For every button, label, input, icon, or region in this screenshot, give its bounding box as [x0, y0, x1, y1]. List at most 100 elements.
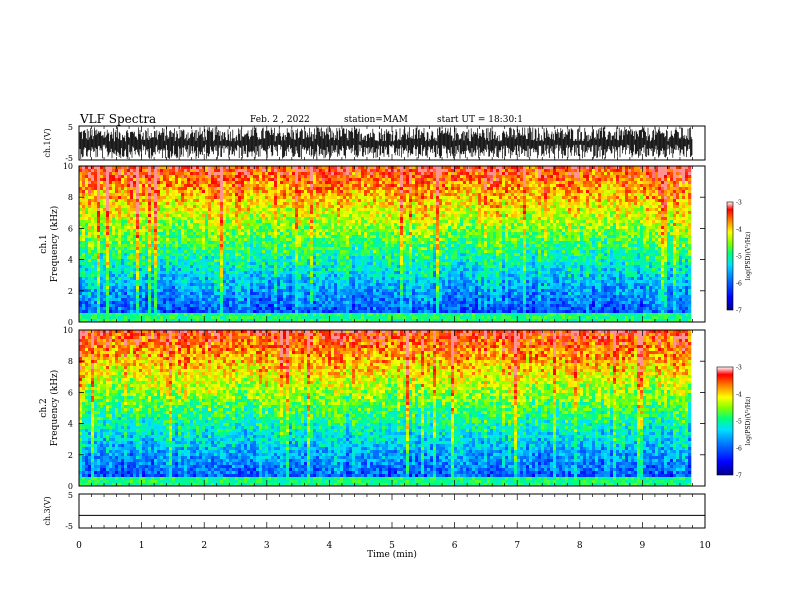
spectrogram-cell: [169, 256, 172, 259]
spectrogram-cell: [337, 307, 340, 310]
spectrogram-cell: [334, 313, 337, 316]
spectrogram-cell: [262, 244, 265, 247]
spectrogram-cell: [133, 289, 136, 292]
spectrogram-cell: [313, 265, 316, 268]
spectrogram-cell: [310, 304, 313, 307]
spectrogram-cell: [259, 235, 262, 238]
spectrogram-cell: [190, 280, 193, 283]
spectrogram-cell: [217, 193, 220, 196]
spectrogram-cell: [130, 253, 133, 256]
spectrogram-cell: [256, 226, 259, 229]
spectrogram-cell: [325, 304, 328, 307]
spectrogram-cell: [274, 271, 277, 274]
spectrogram-cell: [364, 283, 367, 286]
spectrogram-cell: [226, 235, 229, 238]
spectrogram-cell: [364, 196, 367, 199]
spectrogram-cell: [91, 247, 94, 250]
spectrogram-cell: [199, 247, 202, 250]
spectrogram-cell: [130, 244, 133, 247]
spectrogram-cell: [199, 223, 202, 226]
spectrogram-cell: [121, 265, 124, 268]
spectrogram-cell: [160, 259, 163, 262]
spectrogram-cell: [256, 292, 259, 295]
spectrogram-cell: [145, 208, 148, 211]
spectrogram-cell: [190, 202, 193, 205]
spectrogram-cell: [274, 280, 277, 283]
spectrogram-cell: [247, 256, 250, 259]
spectrogram-cell: [355, 187, 358, 190]
spectrogram-cell: [130, 169, 133, 172]
spectrogram-cell: [160, 289, 163, 292]
spectrogram-cell: [145, 307, 148, 310]
spectrogram-cell: [175, 214, 178, 217]
spectrogram-cell: [121, 190, 124, 193]
spectrogram-cell: [271, 196, 274, 199]
spectrogram-cell: [316, 169, 319, 172]
spectrogram-cell: [358, 220, 361, 223]
spectrogram-cell: [217, 250, 220, 253]
spectrogram-cell: [160, 229, 163, 232]
spectrogram-cell: [346, 250, 349, 253]
spectrogram-cell: [355, 181, 358, 184]
spectrogram-cell: [112, 211, 115, 214]
spectrogram-cell: [118, 235, 121, 238]
spectrogram-cell: [82, 274, 85, 277]
spectrogram-cell: [97, 259, 100, 262]
spectrogram-cell: [229, 223, 232, 226]
spectrogram-cell: [142, 274, 145, 277]
spectrogram-cell: [106, 265, 109, 268]
spectrogram-cell: [208, 247, 211, 250]
spectrogram-cell: [262, 238, 265, 241]
spectrogram-cell: [244, 250, 247, 253]
spectrogram-cell: [94, 283, 97, 286]
spectrogram-cell: [106, 310, 109, 313]
spectrogram-cell: [205, 220, 208, 223]
spectrogram-cell: [334, 172, 337, 175]
spectrogram-cell: [151, 226, 154, 229]
spectrogram-cell: [202, 232, 205, 235]
spectrogram-cell: [322, 313, 325, 316]
spectrogram-cell: [313, 283, 316, 286]
spectrogram-cell: [208, 280, 211, 283]
spectrogram-cell: [184, 247, 187, 250]
spectrogram-cell: [193, 256, 196, 259]
spectrogram-cell: [325, 196, 328, 199]
spectrogram-cell: [334, 190, 337, 193]
spectrogram-cell: [118, 220, 121, 223]
spectrogram-cell: [310, 232, 313, 235]
spectrogram-cell: [103, 190, 106, 193]
spectrogram-cell: [268, 181, 271, 184]
spectrogram-cell: [184, 253, 187, 256]
spectrogram-cell: [343, 262, 346, 265]
spectrogram-cell: [268, 286, 271, 289]
spectrogram-cell: [97, 286, 100, 289]
spectrogram-cell: [196, 310, 199, 313]
spectrogram-cell: [355, 298, 358, 301]
spectrogram-cell: [310, 202, 313, 205]
spectrogram-cell: [211, 247, 214, 250]
spectrogram-cell: [322, 295, 325, 298]
spectrogram-cell: [229, 208, 232, 211]
spectrogram-cell: [304, 214, 307, 217]
spectrogram-cell: [91, 187, 94, 190]
spectrogram-cell: [187, 238, 190, 241]
spectrogram-cell: [265, 193, 268, 196]
spectrogram-cell: [196, 202, 199, 205]
spectrogram-cell: [112, 169, 115, 172]
spectrogram-cell: [112, 289, 115, 292]
spectrogram-cell: [277, 187, 280, 190]
spectrogram-cell: [274, 196, 277, 199]
spectrogram-cell: [277, 250, 280, 253]
spectrogram-cell: [322, 196, 325, 199]
spectrogram-cell: [82, 205, 85, 208]
spectrogram-cell: [316, 310, 319, 313]
spectrogram-cell: [349, 247, 352, 250]
spectrogram-cell: [160, 214, 163, 217]
spectrogram-cell: [319, 244, 322, 247]
spectrogram-cell: [184, 196, 187, 199]
spectrogram-cell: [289, 232, 292, 235]
spectrogram-cell: [337, 187, 340, 190]
spectrogram-cell: [310, 250, 313, 253]
spectrogram-cell: [325, 211, 328, 214]
spectrogram-cell: [256, 295, 259, 298]
